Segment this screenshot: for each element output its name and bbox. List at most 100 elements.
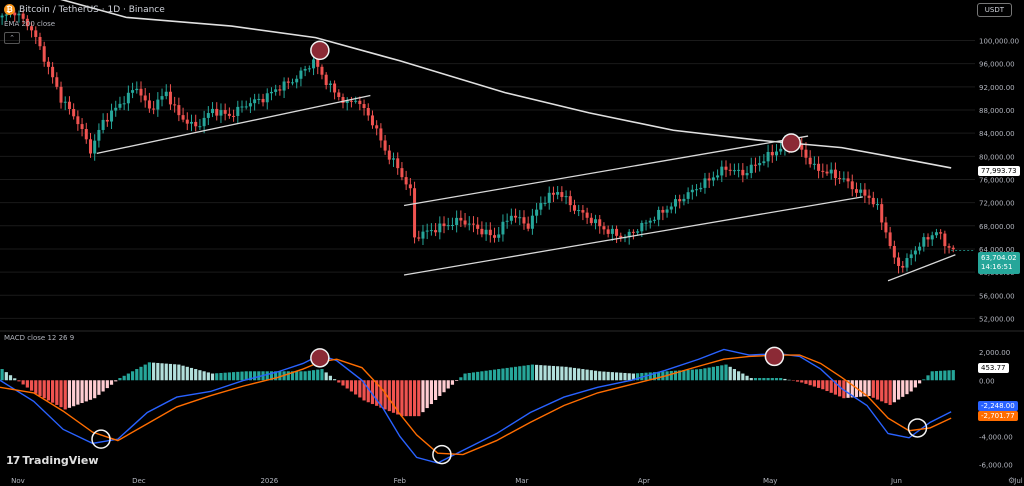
macd-histogram-bar (724, 364, 728, 381)
candle-body (711, 177, 715, 181)
candle-body (223, 110, 227, 114)
chart-header: ₿ Bitcoin / TetherUS · 1D · Binance (4, 4, 165, 15)
macd-histogram-bar (455, 380, 459, 382)
candle-body (564, 196, 568, 198)
candle-body (442, 223, 446, 227)
macd-histogram-bar (320, 369, 324, 381)
candle-body (421, 231, 425, 239)
macd-histogram-bar (699, 369, 703, 381)
candle-body (135, 88, 139, 91)
candle-body (291, 82, 295, 84)
candle-body (354, 100, 358, 102)
macd-histogram-bar (682, 370, 686, 381)
candle-body (248, 103, 252, 107)
candle-body (173, 104, 177, 106)
candle-body (615, 228, 619, 236)
macd-histogram-bar (358, 380, 362, 398)
macd-histogram-bar (930, 371, 934, 381)
macd-histogram-bar (673, 370, 678, 381)
candle-body (631, 231, 635, 233)
macd-histogram-bar (909, 380, 913, 392)
time-axis-tick: Dec (132, 477, 146, 485)
macd-histogram-bar (859, 380, 863, 397)
candle-body (358, 100, 362, 105)
settings-gear-icon[interactable]: ⚙ (1008, 476, 1016, 485)
macd-histogram-bar (581, 369, 585, 381)
signal-line (0, 354, 952, 456)
macd-histogram-bar (383, 380, 387, 410)
candle-body (509, 215, 513, 221)
macd-histogram-bar (800, 380, 804, 383)
macd-histogram-bar (160, 363, 164, 381)
macd-histogram-bar (808, 380, 812, 386)
candle-body (884, 222, 888, 233)
candle-body (295, 78, 299, 83)
macd-histogram-bar (589, 370, 593, 381)
candle-body (825, 171, 829, 174)
macd-histogram-bar (55, 380, 59, 405)
candle-body (194, 121, 198, 127)
tradingview-logo[interactable]: 17 TradingView (6, 454, 99, 467)
macd-histogram-bar (34, 380, 38, 394)
countdown-timer: 14:16:51 (981, 263, 1013, 271)
macd-histogram-bar (324, 372, 328, 381)
candle-body (253, 99, 257, 104)
candle-body (606, 229, 610, 234)
currency-selector[interactable]: USDT (976, 3, 1012, 17)
macd-histogram-bar (248, 371, 253, 381)
macd-histogram-bar (577, 368, 581, 381)
macd-histogram-bar (560, 366, 564, 381)
candle-body (627, 231, 631, 238)
candle-body (505, 220, 509, 222)
candle-body (434, 230, 438, 233)
macd-histogram-bar (337, 380, 341, 383)
macd-value-tag: -2,248.00 (978, 401, 1018, 411)
macd-histogram-bar (619, 372, 623, 381)
macd-histogram-bar (408, 380, 412, 417)
candle-body (577, 210, 581, 212)
macd-histogram-bar (412, 380, 417, 417)
candle-body (892, 245, 896, 258)
candle-body (800, 144, 804, 150)
candle-body (404, 177, 408, 185)
price-axis-tick: 52,000.00 (979, 315, 1015, 323)
macd-histogram-bar (513, 366, 518, 381)
candle-body (72, 109, 76, 117)
macd-histogram-bar (370, 380, 375, 405)
trendline (403, 135, 809, 207)
macd-histogram-bar (240, 371, 244, 381)
candle-body (901, 265, 905, 268)
candle-body (164, 91, 168, 97)
macd-histogram-bar (404, 380, 408, 417)
macd-histogram-bar (88, 380, 93, 400)
time-axis-tick: Jun (890, 477, 902, 485)
collapse-icon[interactable]: ⌃ (4, 32, 20, 44)
macd-histogram-bar (349, 380, 354, 392)
candle-body (690, 189, 694, 193)
candle-body (227, 113, 231, 116)
candle-body (888, 232, 892, 246)
candle-body (417, 237, 421, 239)
candle-body (720, 166, 724, 176)
ema-indicator-label[interactable]: EMA 200 close (4, 20, 56, 28)
candle-body (930, 235, 934, 240)
macd-axis-tick: -6,000.00 (979, 461, 1013, 469)
candle-body (501, 221, 505, 235)
price-axis-tick: 100,000.00 (979, 38, 1019, 46)
macd-histogram-bar (825, 380, 829, 392)
candle-body (838, 178, 842, 180)
macd-histogram-bar (568, 367, 572, 381)
macd-histogram-bar (657, 371, 661, 381)
macd-histogram-bar (244, 371, 248, 381)
symbol-title[interactable]: Bitcoin / TetherUS · 1D · Binance (19, 4, 165, 15)
candle-body (854, 189, 858, 193)
candle-body (34, 30, 38, 37)
macd-histogram-bar (122, 375, 126, 381)
candle-body (556, 192, 560, 195)
macd-histogram-bar (189, 367, 194, 381)
macd-histogram-bar (913, 380, 917, 388)
macd-histogram-bar (316, 369, 320, 381)
macd-indicator-label[interactable]: MACD close 12 26 9 (4, 334, 75, 342)
macd-histogram-bar (795, 380, 800, 382)
